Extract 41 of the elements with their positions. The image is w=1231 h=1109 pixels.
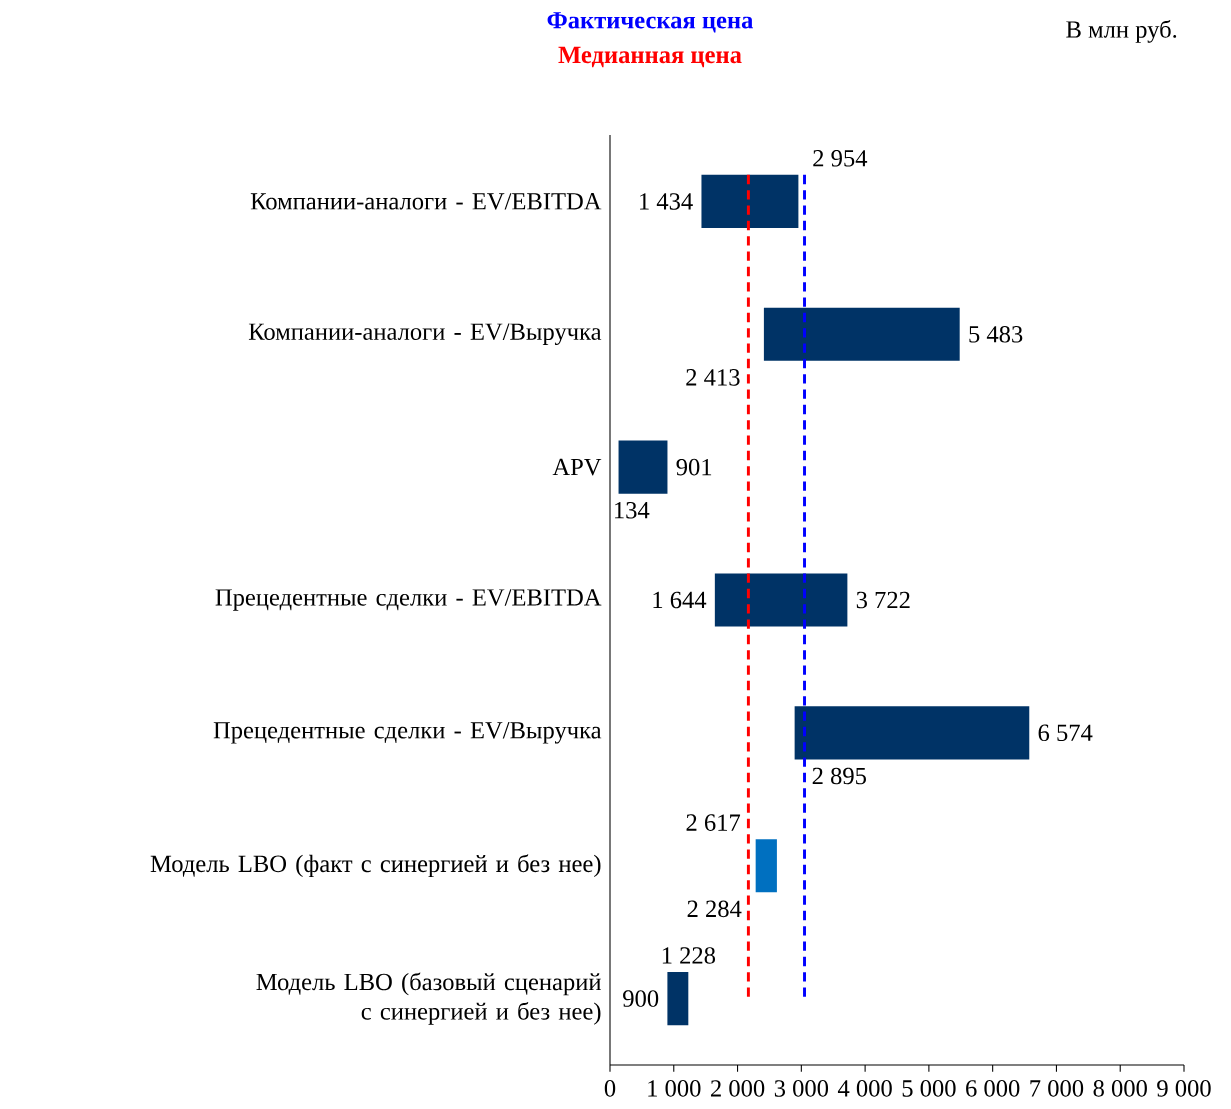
annotation: 134 [615, 501, 650, 519]
x-tick-label: 2 000 [710, 1080, 765, 1097]
annotation: 901 [676, 458, 712, 476]
annotation: 1 434 [640, 193, 693, 210]
x-tick-label: 0 [604, 1080, 616, 1097]
annotation: 1 644 [653, 591, 707, 609]
ref-line-label: Медианная цена [558, 46, 742, 68]
x-tick-label: 6 000 [966, 1080, 1020, 1097]
bar [667, 972, 689, 1026]
annotation: 2 413 [686, 369, 740, 386]
annotation: 2 954 [813, 150, 868, 167]
x-tick-label: 3 000 [774, 1080, 829, 1097]
annotation: 6 574 [1038, 724, 1093, 742]
annotation: 5 483 [969, 325, 1023, 343]
x-tick-label: 5 000 [902, 1080, 956, 1097]
bar [701, 174, 799, 228]
y-tick-label: Модель LBO (факт с синергией и без нее) [150, 854, 601, 878]
x-tick-label: 7 000 [1030, 1080, 1084, 1097]
y-tick-label: Компании-аналоги - EV/EBITDA [250, 193, 602, 210]
annotation: 2 617 [686, 814, 741, 831]
y-tick-label: APV [552, 458, 602, 476]
x-tick-label: 4 000 [837, 1080, 892, 1097]
bar [763, 307, 960, 361]
annotation: 3 722 [856, 591, 910, 609]
x-tick-label: 1 000 [648, 1080, 701, 1097]
ref-line-label: Фактическая цена [547, 12, 754, 33]
y-tick-label: Модель LBO (базовый сценарий с синергией и без нее) [256, 972, 601, 1025]
x-tick-label: 8 000 [1093, 1080, 1147, 1097]
y-tick-label: Компании-аналоги - EV/Выручка [248, 323, 602, 346]
text: В млн руб. [1066, 19, 1177, 43]
annotation: 900 [623, 990, 659, 1007]
bar [755, 839, 777, 893]
y-tick-label: Прецедентные сделки - EV/EBITDA [215, 589, 602, 611]
annotation: 1 228 [662, 947, 716, 964]
bar [618, 440, 668, 494]
x-tick-label: 9 000 [1157, 1080, 1211, 1097]
annotation: 2 284 [687, 900, 742, 918]
bar [714, 573, 848, 627]
annotation: 2 895 [812, 767, 866, 785]
y-tick-label: Прецедентные сделки - EV/Выручка [213, 722, 602, 744]
bar [794, 706, 1030, 760]
